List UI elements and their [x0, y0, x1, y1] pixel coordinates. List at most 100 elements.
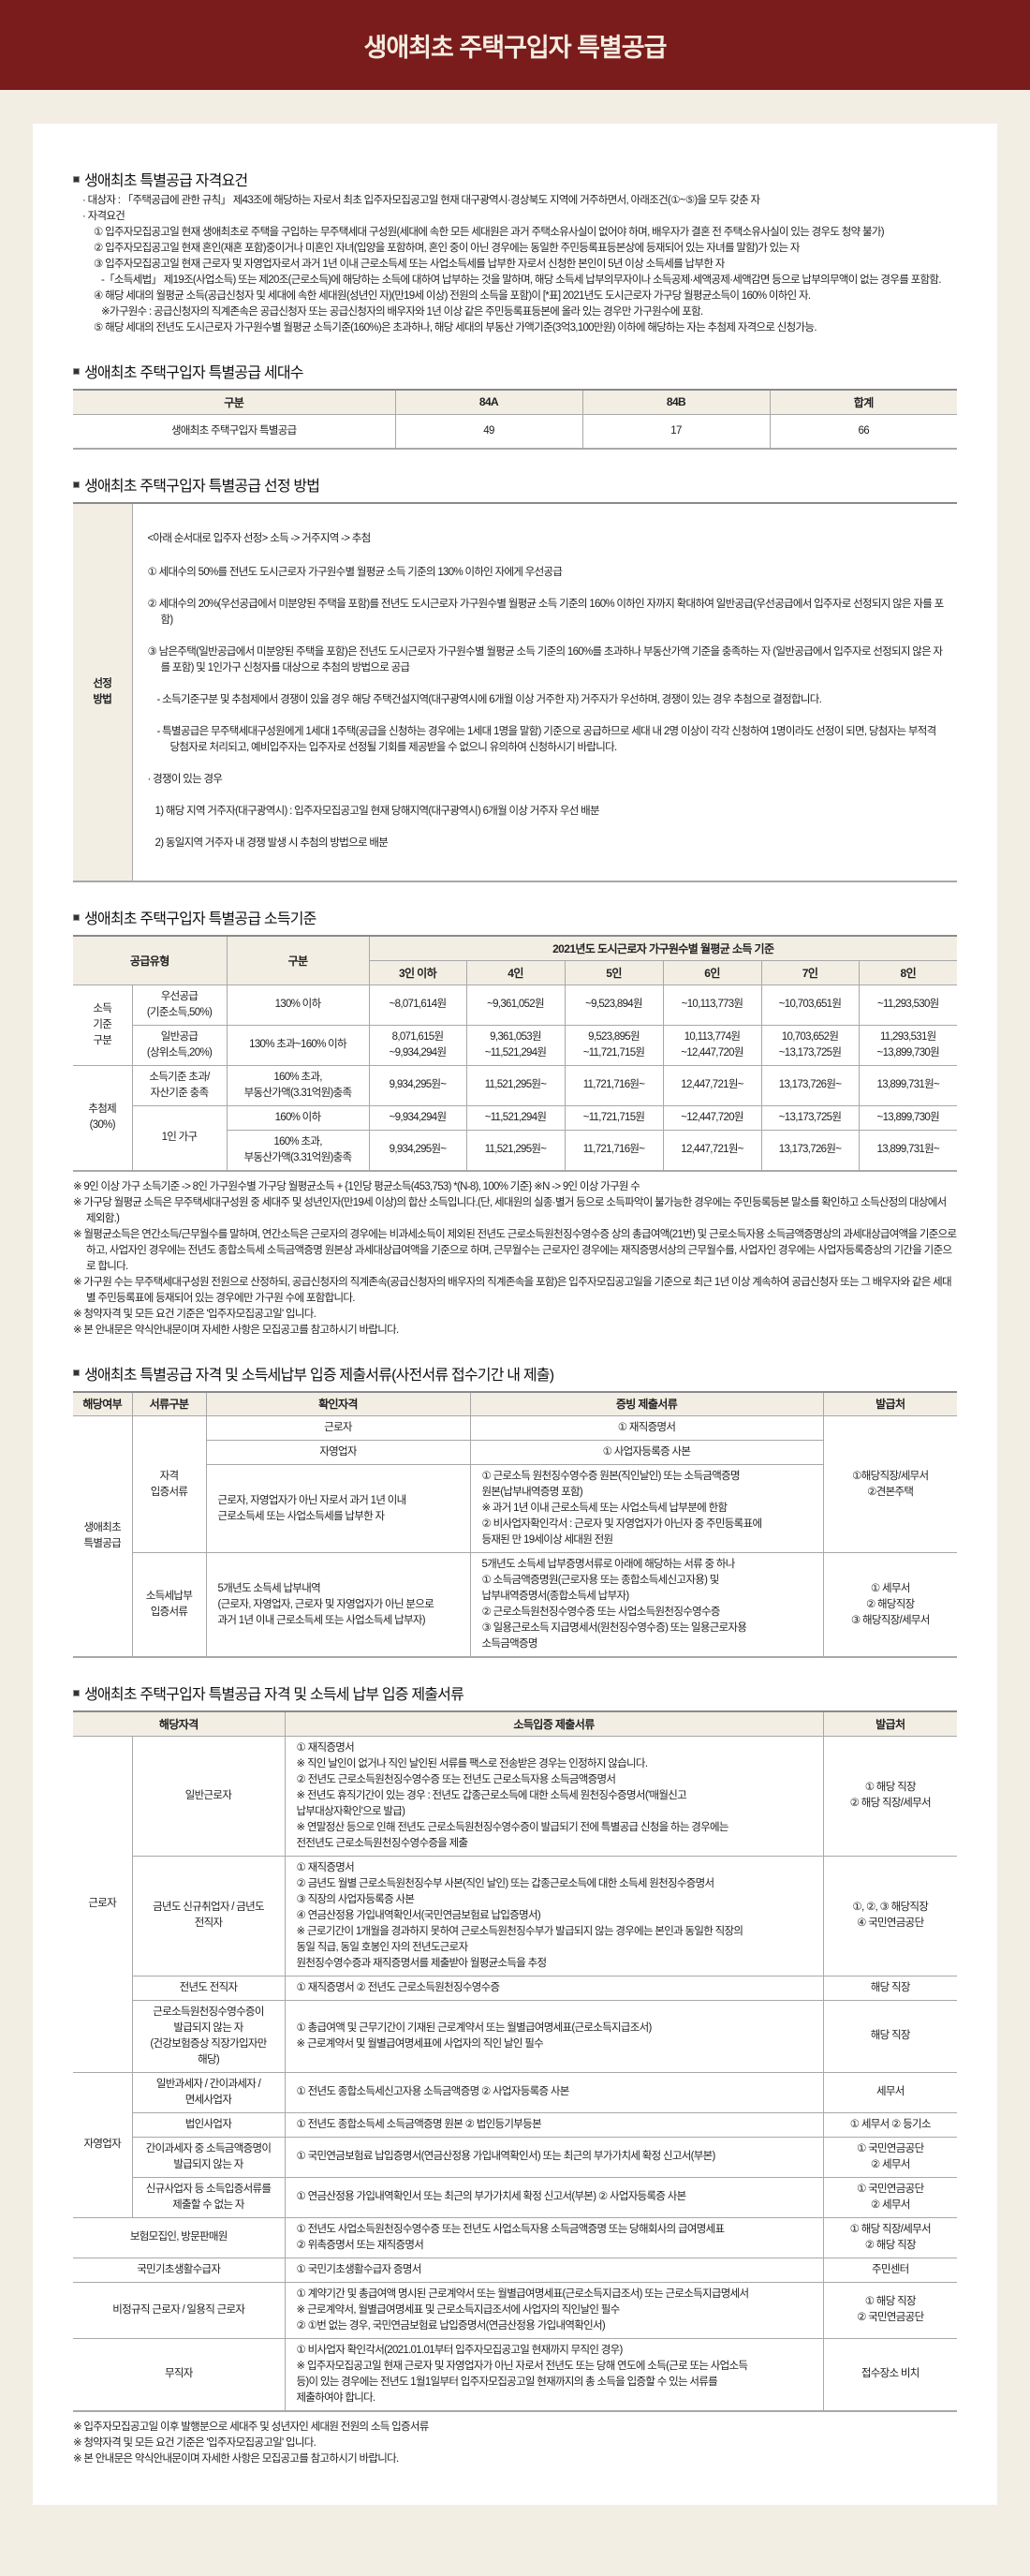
table-cell: ①, ②, ③ 해당직장 ④ 국민연금공단 — [822, 1855, 958, 1976]
square-bullet-icon — [73, 367, 80, 375]
table-cell: 우선공급 (기준소득,50%) — [131, 984, 228, 1026]
table-cell: ① 국민연금공단 ② 세무서 — [822, 2176, 958, 2218]
table-cell: ① 재직증명서 ② 금년도 월별 근로소득원천징수부 사본(직인 날인) 또는 … — [284, 1855, 824, 1976]
table-row: 추첨제 (30%) 소득기준 초과/ 자산기준 충족 160% 초과, 부동산가액(… — [73, 1064, 958, 1171]
selection-method-table: 선정 방법 <아래 순서대로 입주자 선정> 소득 -> 거주지역 -> 추첨 … — [73, 502, 957, 882]
table-cell: 소득 기준 구분 — [73, 984, 133, 1066]
table-cell: ① 해당 직장 ② 해당 직장/세무서 — [822, 1735, 958, 1857]
table-cell: 주민센터 — [822, 2257, 958, 2283]
section-income-criteria: 생애최초 주택구입자 특별공급 소득기준 공급유형 구분 2021년도 도시근로자 … — [73, 907, 957, 1339]
table-cell: 9,934,295원~ — [368, 1129, 467, 1171]
table-cell: 9,361,053원 ~11,521,294원 — [465, 1024, 566, 1066]
table-cell: 1인 가구 — [132, 1104, 228, 1171]
square-bullet-icon — [73, 481, 80, 488]
table-cell: 근로자, 자영업자가 아닌 자로서 과거 1년 이내 근로소득세 또는 사업소득… — [206, 1464, 471, 1553]
table-cell: 8,071,615원 ~9,934,294원 — [368, 1024, 467, 1066]
table-row: 160% 초과, 부동산가액(3.31억원)충족 9,934,295원~ 11,52… — [73, 1129, 958, 1171]
table-row: 근로자, 자영업자가 아닌 자로서 과거 1년 이내 근로소득세 또는 사업소득… — [73, 1464, 957, 1553]
eligibility-line: · 자격요건 — [82, 211, 125, 222]
table-cell: 소득기준 초과/ 자산기준 충족 — [131, 1064, 228, 1106]
table-cell: 9,523,895원 ~11,721,715원 — [564, 1024, 664, 1066]
table-cell: ~13,173,725원 — [760, 1104, 860, 1131]
table-cell: ① 사업자등록증 사본 — [469, 1440, 823, 1465]
eligibility-line: ⑤ 해당 세대의 전년도 도시근로자 가구원수별 월평균 소득기준(160%)은… — [94, 322, 817, 333]
table-cell: 11,721,716원~ — [564, 1064, 664, 1106]
table-cell: 추첨제 (30%) — [73, 1064, 133, 1171]
section-income-documents: 생애최초 주택구입자 특별공급 자격 및 소득세 납부 입증 제출서류 해당자격… — [73, 1682, 958, 2467]
header-cell: 발급처 — [822, 1711, 958, 1737]
table-cell: ~11,293,530원 — [858, 984, 958, 1026]
table-cell: 세무서 — [822, 2071, 958, 2113]
table-row: 1인 가구 160% 이하 ~9,934,294원 ~11,521,294원 ~11,7… — [73, 1104, 958, 1171]
note-line: ※ 입주자모집공고일 이후 발행분으로 세대주 및 성년자인 세대원 전원의 소… — [73, 2421, 429, 2433]
table-row: 전년도 전직자 ① 재직증명서 ② 전년도 근로소득원천징수영수증 해당 직장 — [73, 1975, 958, 2001]
table-cell: 생애최초 주택구입자 특별공급 — [73, 413, 396, 450]
table-cell: ~11,521,294원 — [465, 1104, 566, 1131]
section-title-text: 생애최초 특별공급 자격요건 — [84, 173, 248, 189]
table-cell: ~10,703,651원 — [760, 984, 860, 1026]
table-cell: 일반공급 (상위소득,20%) — [132, 1024, 228, 1066]
income-criteria-table: 공급유형 구분 2021년도 도시근로자 가구원수별 월평균 소득 기준 3인 이하 4… — [73, 935, 958, 1172]
header-cell: 증빙 제출서류 — [469, 1391, 824, 1416]
header-cell: 소득입증 제출서류 — [284, 1711, 824, 1737]
header-cell: 해당여부 — [73, 1391, 133, 1416]
table-cell: 소득세납부 입증서류 — [132, 1552, 207, 1658]
header-cell: 공급유형 — [73, 936, 228, 985]
table-cell: ~9,934,294원 — [368, 1104, 467, 1131]
header-cell: 84A — [394, 390, 583, 415]
table-cell: ① 해당 직장 ② 국민연금공단 — [822, 2281, 958, 2339]
eligibility-line: -「소득세법」 제19조(사업소득) 또는 제20조(근로소득)에 해당하는 소… — [101, 274, 941, 286]
note-line: ※ 청약자격 및 모든 요건 기준은 '입주자모집공고일' 입니다. — [73, 2436, 316, 2449]
table-cell: 근로자 — [205, 1415, 471, 1441]
selection-line: <아래 순서대로 입주자 선정> 소득 -> 거주지역 -> 추첨 — [147, 533, 372, 544]
table-cell: ~12,447,720원 — [662, 1104, 762, 1131]
section-unit-count: 생애최초 주택구입자 특별공급 세대수 구분 84A 84B 합계 생애최초 주… — [73, 361, 957, 450]
table-cell: 자격 입증서류 — [131, 1415, 207, 1553]
table-cell: 49 — [394, 413, 583, 450]
section-title-text: 생애최초 주택구입자 특별공급 자격 및 소득세 납부 입증 제출서류 — [84, 1687, 464, 1703]
unit-count-table: 구분 84A 84B 합계 생애최초 주택구입자 특별공급 49 17 66 — [73, 389, 957, 450]
selection-line: · 경쟁이 있는 경우 — [147, 774, 223, 785]
table-cell: ① 국민기초생활수급자 증명서 — [284, 2257, 824, 2283]
section-title: 생애최초 특별공급 자격 및 소득세납부 입증 제출서류(사전서류 접수기간 내… — [73, 1363, 957, 1384]
table-cell: 신규사업자 등 소득입증서류를 제출할 수 없는 자 — [132, 2176, 286, 2218]
page-header: 생애최초 주택구입자 특별공급 — [0, 0, 1030, 90]
square-bullet-icon — [73, 1689, 80, 1696]
table-cell: ~9,361,052원 — [465, 984, 566, 1026]
table-cell: 10,113,774원 ~12,447,720원 — [662, 1024, 762, 1066]
table-cell: 11,721,716원~ — [564, 1129, 664, 1171]
selection-line: 1) 해당 지역 거주자(대구광역시) : 입주자모집공고일 현재 당해지역(대… — [154, 806, 600, 817]
selection-label: 선정 방법 — [73, 502, 133, 882]
income-notes: ※ 9인 이상 가구 소득기준 -> 8인 가구원수별 가구당 월평균소득 + … — [73, 1179, 957, 1339]
selection-line: - 특별공급은 무주택세대구성원에게 1세대 1주택(공급을 신청하는 경우에는… — [156, 726, 937, 753]
table-cell: 간이과세자 중 소득금액증명이 발급되지 않는 자 — [132, 2136, 286, 2178]
income-documents-table: 해당자격 소득입증 제출서류 발급처 근로자 일반근로자 ① 재직증명서 ※ 직인 날인이… — [73, 1710, 958, 2412]
square-bullet-icon — [73, 1369, 80, 1376]
header-cell: 7인 — [760, 960, 860, 985]
content-card: 생애최초 특별공급 자격요건 · 대상자 : 「주택공급에 관한 규칙」 제43… — [33, 124, 997, 2505]
selection-body: <아래 순서대로 입주자 선정> 소득 -> 거주지역 -> 추첨 ① 세대수의… — [131, 502, 957, 882]
table-row: 근로자 일반근로자 ① 재직증명서 ※ 직인 날인이 없거나 직인 날인된 서류를 … — [73, 1735, 958, 2073]
header-cell: 2021년도 도시근로자 가구원수별 월평균 소득 기준 — [368, 936, 958, 961]
table-cell: ~9,523,894원 — [564, 984, 664, 1026]
table-cell: ① 국민연금공단 ② 세무서 — [822, 2136, 958, 2178]
header-cell: 합계 — [769, 390, 957, 415]
table-cell: ① 총급여액 및 근무기간이 기재된 근로계약서 또는 월별급여명세표(근로소득… — [284, 1999, 824, 2073]
table-cell: 160% 초과, 부동산가액(3.31억원)충족 — [226, 1064, 370, 1106]
table-cell: 일반과세자 / 간이과세자 / 면세사업자 — [131, 2071, 286, 2113]
table-row: 보험모집인, 방문판매원 ① 전년도 사업소득원천징수영수증 또는 전년도 사업소… — [73, 2216, 958, 2258]
header-row: 해당여부 서류구분 확인자격 증빙 제출서류 발급처 — [73, 1391, 957, 1416]
eligibility-line: ※가구원수 : 공급신청자의 직계존속은 공급신청자 또는 공급신청자의 배우자… — [101, 306, 703, 318]
table-cell: 9,934,295원~ — [368, 1064, 467, 1106]
table-cell: 자영업자 — [73, 2071, 133, 2218]
table-cell: 근로자 — [73, 1735, 133, 2073]
table-cell: 13,899,731원~ — [858, 1064, 958, 1106]
table-cell: 법인사업자 — [132, 2111, 286, 2138]
selection-line: - 소득기준구분 및 추첨제에서 경쟁이 있을 경우 해당 주택건설지역(대구광… — [156, 694, 822, 705]
table-row: 금년도 신규취업자 / 금년도 전직자 ① 재직증명서 ② 금년도 월별 근로소득… — [73, 1855, 958, 1976]
table-cell: ① 세무서 ② 등기소 — [822, 2111, 958, 2138]
table-cell: 160% 이하 — [226, 1104, 370, 1131]
table-cell: ~13,899,730원 — [858, 1104, 958, 1131]
table-cell: 자영업자 — [206, 1440, 471, 1465]
